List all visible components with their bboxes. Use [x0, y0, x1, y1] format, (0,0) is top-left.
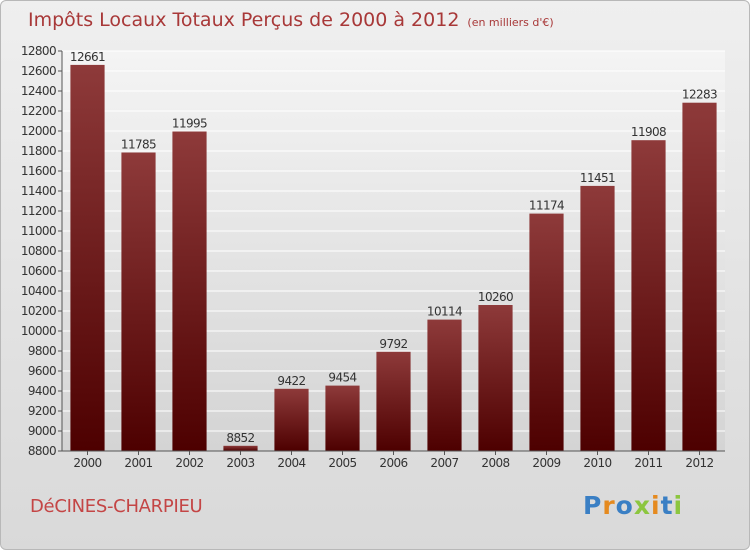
bar-value-label: 9792: [379, 337, 407, 351]
bar-value-label: 12283: [682, 88, 717, 102]
y-axis: 8800 9000 9200 9400 9600 9800 10000 10200 10400 1…: [21, 44, 62, 458]
logo-letter: o: [615, 491, 634, 520]
y-tick-label: 11200: [21, 204, 56, 218]
logo-letter: i: [673, 491, 684, 520]
bar-2011: [631, 140, 666, 451]
x-tick-label: 2009: [532, 456, 560, 470]
bar-2001: [121, 152, 156, 451]
bar-value-label: 10114: [427, 305, 462, 319]
bar-value-label: 10260: [478, 290, 513, 304]
y-tick-label: 9200: [28, 404, 56, 418]
bar-value-label: 12661: [70, 50, 105, 64]
x-tick-label: 2012: [685, 456, 713, 470]
y-tick-label: 8800: [28, 444, 56, 458]
y-tick-label: 12600: [21, 64, 56, 78]
y-tick-label: 10400: [21, 284, 56, 298]
bar-value-label: 11995: [172, 117, 207, 131]
bar-2003: [223, 445, 258, 451]
bar-value-label: 9422: [277, 374, 305, 388]
commune-name: DéCINES-CHARPIEU: [30, 496, 203, 517]
bar-2005: [325, 385, 360, 451]
x-axis: 2000 2001 2002 2003 2004 2005 2006 2007 2008 2009…: [73, 451, 714, 470]
bar-value-label: 11785: [121, 138, 156, 152]
bar-2004: [274, 388, 309, 451]
x-tick-label: 2008: [481, 456, 509, 470]
logo-letter: t: [660, 491, 674, 520]
bar-value-label: 11908: [631, 125, 666, 139]
x-tick-label: 2004: [277, 456, 305, 470]
y-tick-label: 12200: [21, 104, 56, 118]
y-tick-label: 9800: [28, 344, 56, 358]
y-tick-label: 12000: [21, 124, 56, 138]
bar-2006: [376, 351, 411, 451]
bar-2008: [478, 305, 513, 451]
x-tick-label: 2006: [379, 456, 407, 470]
x-tick-label: 2007: [430, 456, 458, 470]
logo-letter: r: [602, 491, 616, 520]
logo-letter: P: [583, 491, 603, 520]
title-text: Impôts Locaux Totaux Perçus de 2000 à 20…: [28, 9, 460, 31]
bar-value-label: 11451: [580, 171, 615, 185]
y-tick-label: 10800: [21, 244, 56, 258]
y-tick-label: 11000: [21, 224, 56, 238]
x-tick-label: 2001: [124, 456, 152, 470]
bar-2007: [427, 319, 462, 451]
x-tick-label: 2002: [175, 456, 203, 470]
x-tick-label: 2005: [328, 456, 356, 470]
y-tick-label: 12400: [21, 84, 56, 98]
y-tick-label: 11600: [21, 164, 56, 178]
logo-letter: i: [651, 491, 661, 520]
y-tick-label: 9400: [28, 384, 56, 398]
y-tick-label: 9600: [28, 364, 56, 378]
y-tick-label: 11800: [21, 144, 56, 158]
bar-2002: [172, 131, 207, 451]
bar-2010: [580, 185, 615, 451]
unit-label: (en milliers d'€): [467, 16, 554, 29]
logo-letter: x: [633, 491, 651, 520]
chart-title: Impôts Locaux Totaux Perçus de 2000 à 20…: [28, 9, 554, 31]
bar-2012: [682, 102, 717, 451]
x-tick-label: 2010: [583, 456, 611, 470]
x-tick-label: 2000: [73, 456, 101, 470]
data-labels: 12661 11785 11995 8852 9422 9454 9792 10114 1026…: [70, 50, 718, 445]
bar-2009: [529, 213, 564, 451]
y-tick-label: 9000: [28, 424, 56, 438]
bar-2000: [70, 64, 105, 452]
bar-value-label: 9454: [328, 371, 356, 385]
bar-value-label: 8852: [226, 431, 254, 445]
y-tick-label: 10000: [21, 324, 56, 338]
y-tick-label: 11400: [21, 184, 56, 198]
x-tick-label: 2011: [634, 456, 662, 470]
bars: [70, 64, 717, 452]
y-tick-label: 10600: [21, 264, 56, 278]
x-tick-label: 2003: [226, 456, 254, 470]
bar-value-label: 11174: [529, 199, 564, 213]
proxiti-logo: Proxiti: [583, 491, 683, 520]
y-tick-label: 12800: [21, 44, 56, 58]
y-tick-label: 10200: [21, 304, 56, 318]
